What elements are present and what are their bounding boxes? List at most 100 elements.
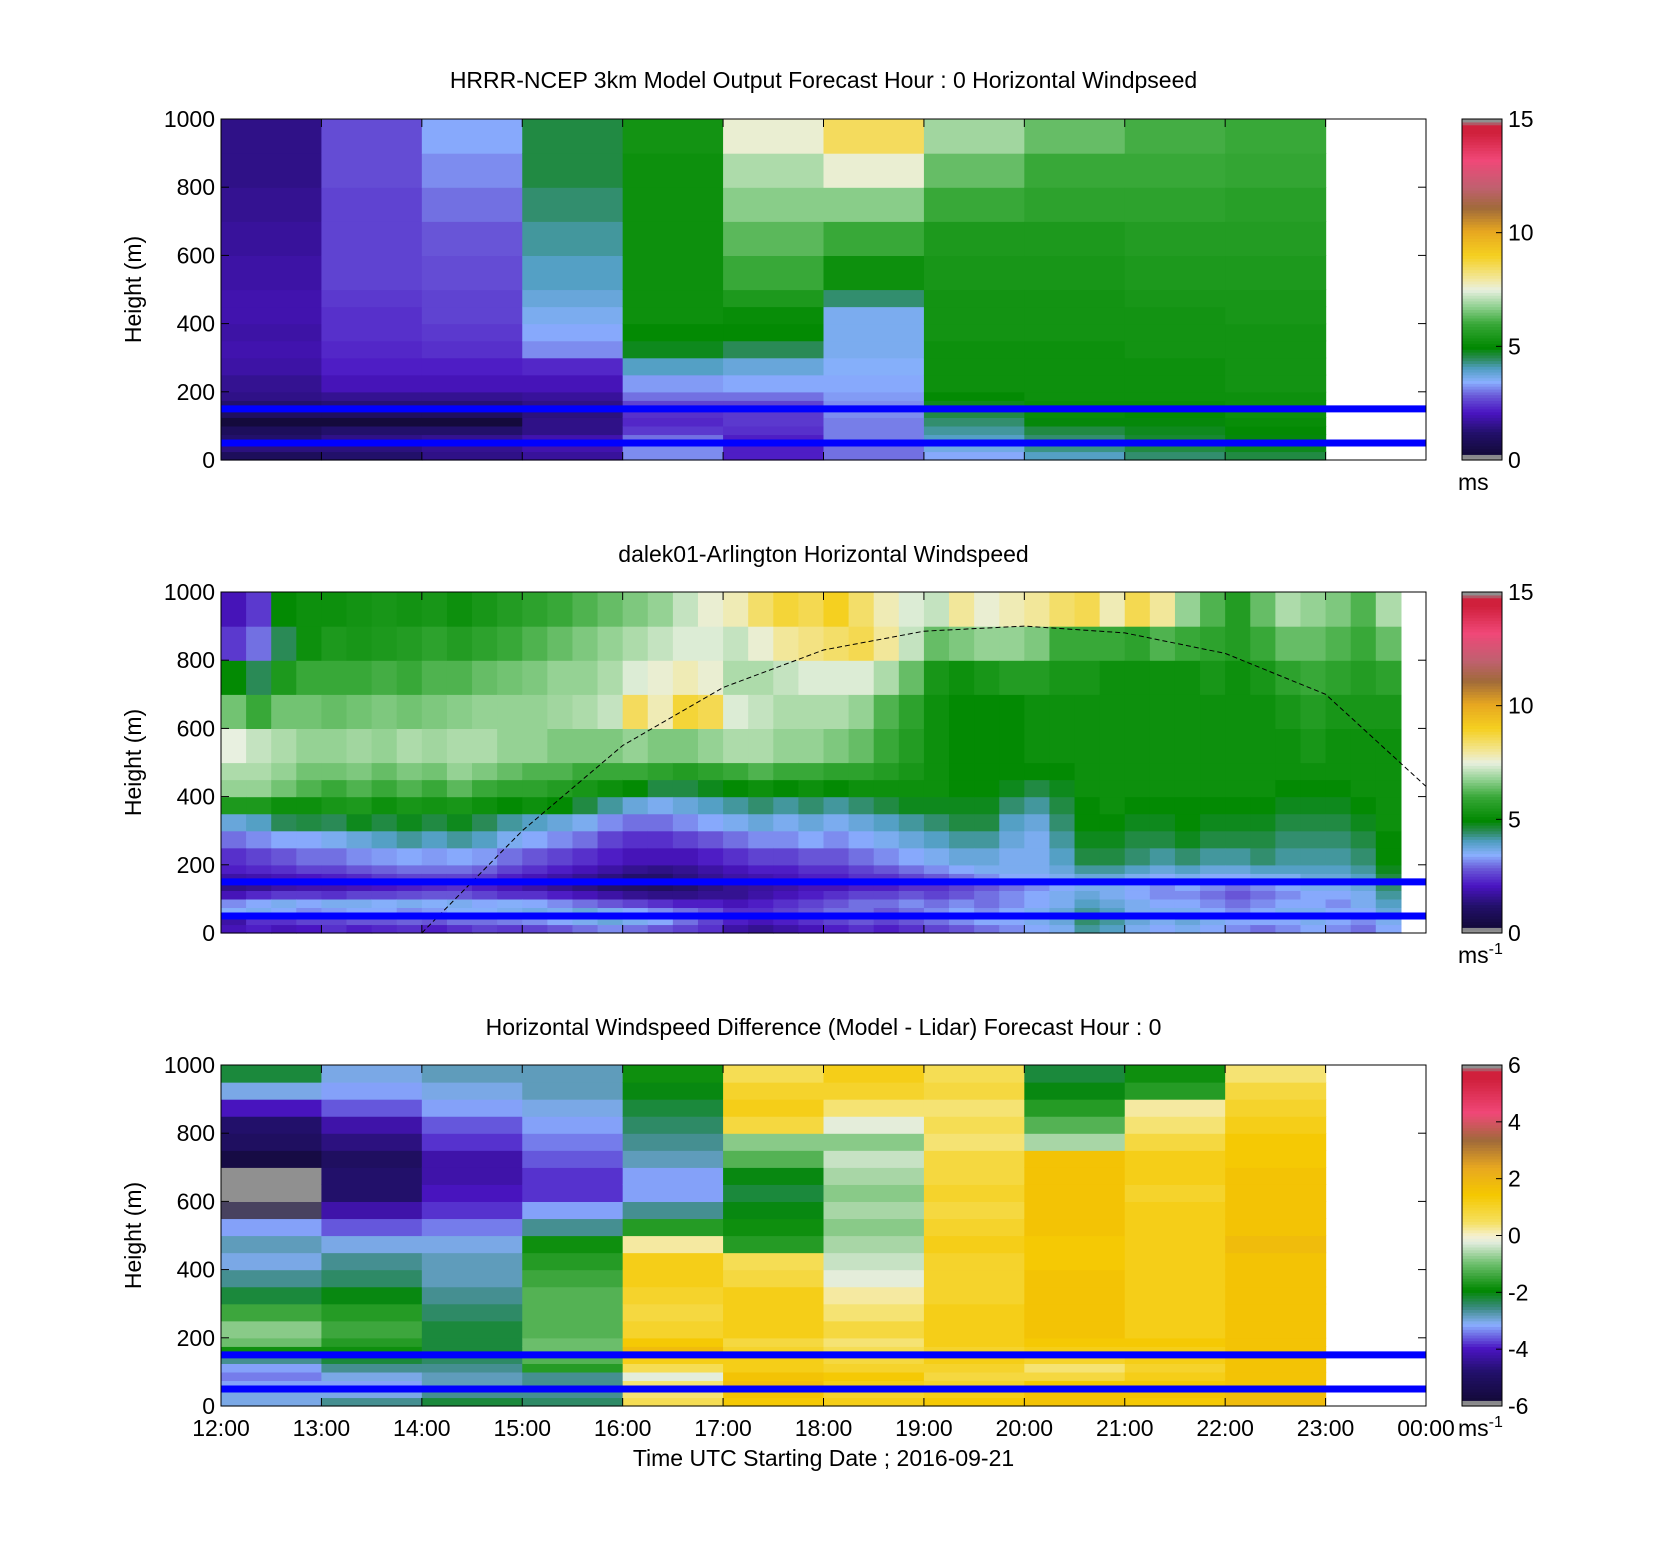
heatmap-cells — [221, 1065, 1327, 1407]
heatmap-cell — [547, 796, 574, 815]
heatmap-cell — [522, 153, 624, 188]
colorbar-segment — [1462, 406, 1502, 410]
heatmap-cell — [221, 1286, 323, 1305]
colorbar-segment — [1462, 451, 1502, 455]
heatmap-cell — [421, 255, 523, 291]
heatmap-cell — [1375, 762, 1402, 781]
colorbar-segment — [1462, 807, 1502, 812]
colorbar-segment — [1462, 1371, 1502, 1376]
heatmap-cell — [823, 434, 925, 444]
heatmap-cell — [1024, 425, 1126, 436]
colorbar-segment — [1462, 1252, 1502, 1256]
colorbar-segment — [1462, 1258, 1502, 1262]
heatmap-cell — [1225, 1201, 1327, 1220]
colorbar-segment — [1462, 873, 1502, 877]
heatmap-cell — [723, 890, 749, 900]
heatmap-cell — [1149, 626, 1176, 661]
heatmap-cell — [1225, 1150, 1327, 1168]
heatmap-cell — [446, 694, 473, 729]
heatmap-cell — [773, 592, 799, 627]
heatmap-cell — [798, 898, 825, 909]
colorbar-segment — [1462, 1238, 1502, 1242]
heatmap-cell — [321, 924, 348, 934]
colorbar-segment — [1462, 813, 1502, 818]
heatmap-cell — [221, 762, 247, 781]
heatmap-cell — [622, 1354, 724, 1364]
heatmap-cell — [1024, 1380, 1126, 1390]
heatmap-cell — [949, 890, 975, 900]
colorbar-segment — [1462, 887, 1502, 891]
colorbar-segment — [1462, 705, 1502, 710]
heatmap-cell — [723, 924, 749, 934]
heatmap-cell — [923, 898, 950, 909]
heatmap-cell — [672, 898, 699, 909]
colorbar-unit: ms — [1458, 469, 1489, 495]
heatmap-cell — [522, 881, 548, 891]
heatmap-cell — [622, 255, 724, 291]
heatmap-cell — [421, 1388, 523, 1399]
heatmap-cell — [923, 864, 950, 874]
colorbar-segment — [1462, 719, 1502, 724]
heatmap-cell — [1024, 119, 1126, 154]
heatmap-cell — [697, 694, 724, 729]
heatmap-cell — [547, 592, 574, 627]
colorbar-segment — [1462, 360, 1502, 364]
colorbar-segment — [1462, 1300, 1502, 1305]
heatmap-cell — [1200, 864, 1226, 874]
heatmap-cell — [221, 779, 247, 798]
heatmap-cell — [421, 289, 523, 308]
heatmap-cell — [321, 830, 348, 849]
heatmap-cell — [346, 779, 373, 798]
heatmap-cell — [472, 796, 498, 815]
heatmap-cell — [1099, 873, 1126, 883]
heatmap-cell — [1124, 1303, 1226, 1322]
colorbar-segment — [1462, 187, 1502, 191]
heatmap-cell — [1350, 626, 1377, 661]
colorbar-segment — [1462, 697, 1502, 701]
colorbar-segment — [1462, 1158, 1502, 1163]
colorbar-segment — [1462, 753, 1502, 758]
heatmap-cell — [497, 796, 523, 815]
heatmap-cell — [697, 830, 724, 849]
heatmap-cell — [296, 728, 323, 764]
colorbar-segment — [1462, 1209, 1502, 1214]
heatmap-cell — [572, 660, 599, 695]
heatmap-cell — [1049, 762, 1076, 781]
heatmap-cell — [1225, 1116, 1327, 1134]
heatmap-cell — [1024, 374, 1126, 393]
colorbar-segment — [1462, 428, 1502, 433]
x-axis-label: Time UTC Starting Date ; 2016-09-21 — [633, 1445, 1014, 1471]
heatmap-cell — [497, 924, 523, 934]
heatmap-cell — [221, 813, 247, 832]
heatmap-cell — [1375, 626, 1402, 661]
heatmap-cell — [572, 864, 599, 874]
heatmap-cell — [421, 119, 523, 154]
heatmap-cell — [396, 779, 423, 798]
heatmap-cell — [1074, 915, 1101, 926]
heatmap-cell — [848, 779, 875, 798]
heatmap-cell — [723, 1337, 825, 1347]
heatmap-cell — [1200, 830, 1226, 849]
heatmap-cell — [723, 1082, 825, 1100]
heatmap-cell — [522, 1397, 624, 1407]
heatmap-cell — [221, 442, 323, 453]
colorbar-segment — [1462, 306, 1502, 310]
colorbar-segment — [1462, 1315, 1502, 1319]
colorbar-segment — [1462, 1246, 1502, 1251]
heatmap-cell — [923, 1082, 1025, 1100]
heatmap-cell — [597, 796, 624, 815]
heatmap-cell — [497, 915, 523, 926]
heatmap-cell — [748, 626, 774, 661]
heatmap-cell — [1024, 221, 1126, 256]
heatmap-cell — [748, 592, 774, 627]
heatmap-cell — [923, 1252, 1025, 1271]
heatmap-cell — [421, 924, 448, 934]
heatmap-cell — [1024, 1065, 1126, 1083]
heatmap-cell — [1099, 660, 1126, 695]
heatmap-cell — [798, 915, 825, 926]
heatmap-cell — [522, 1065, 624, 1083]
heatmap-cell — [296, 830, 323, 849]
colorbar-segment — [1462, 881, 1502, 886]
x-tick-label: 15:00 — [493, 1415, 551, 1441]
heatmap-cell — [1049, 592, 1076, 627]
